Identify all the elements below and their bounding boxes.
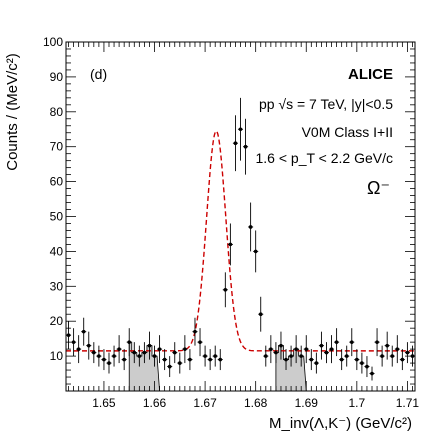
y-tick-label: 60 xyxy=(50,175,64,189)
x-axis-ticks: 1.65 1.66 1.67 1.68 1.69 1.7 1.71 xyxy=(68,42,420,410)
data-point xyxy=(344,354,349,358)
y-tick-label: 70 xyxy=(50,140,64,154)
y-tick-label: 30 xyxy=(50,279,64,293)
data-point xyxy=(223,287,228,292)
data-point xyxy=(390,354,395,358)
data-point xyxy=(375,340,379,344)
data-point xyxy=(284,357,288,362)
data-point xyxy=(213,354,218,358)
plot-frame xyxy=(65,41,416,392)
data-point xyxy=(355,357,359,362)
data-point xyxy=(299,354,303,358)
data-point xyxy=(71,340,76,344)
data-point xyxy=(243,144,248,149)
data-point xyxy=(178,361,182,365)
y-tick-label: 90 xyxy=(50,70,64,84)
data-point xyxy=(208,357,212,362)
data-point xyxy=(193,329,197,334)
class-annotation: V0M Class I+II xyxy=(302,124,393,140)
data-point xyxy=(127,340,132,344)
data-point xyxy=(400,357,405,362)
y-tick-label: 10 xyxy=(50,349,64,363)
particle-label: Ω⁻ xyxy=(367,178,390,198)
data-point xyxy=(349,340,354,344)
data-point xyxy=(319,343,324,348)
y-tick-label: 100 xyxy=(43,35,63,49)
data-point xyxy=(233,141,238,146)
data-point xyxy=(334,340,339,344)
data-points-group xyxy=(66,97,415,381)
data-point xyxy=(289,354,293,358)
panel-label: (d) xyxy=(90,66,107,82)
data-point xyxy=(203,354,207,358)
x-tick-label: 1.69 xyxy=(295,396,319,410)
data-point xyxy=(218,357,223,362)
x-axis-label: M_inv(Λ,K⁻) (GeV/c²) xyxy=(269,415,412,432)
data-point xyxy=(258,312,263,317)
data-point xyxy=(329,347,334,351)
data-point xyxy=(314,361,319,365)
data-point xyxy=(167,364,172,369)
data-point xyxy=(102,357,106,362)
data-point xyxy=(380,354,384,358)
data-point xyxy=(188,357,192,362)
data-point xyxy=(137,354,142,358)
data-point xyxy=(117,347,121,351)
data-point xyxy=(360,361,364,365)
data-point xyxy=(269,347,273,351)
data-point xyxy=(309,357,314,362)
data-point xyxy=(97,354,101,358)
data-point xyxy=(157,347,162,351)
y-tick-label: 80 xyxy=(50,105,64,119)
data-point xyxy=(122,357,126,362)
x-tick-label: 1.65 xyxy=(92,396,116,410)
x-tick-label: 1.67 xyxy=(193,396,217,410)
data-point xyxy=(365,364,369,369)
y-tick-label: 50 xyxy=(50,210,64,224)
x-tick-label: 1.71 xyxy=(396,396,420,410)
data-point xyxy=(304,347,309,351)
data-point xyxy=(274,350,278,355)
data-point xyxy=(228,242,233,247)
data-point xyxy=(86,343,91,348)
data-point xyxy=(172,350,177,355)
experiment-label: ALICE xyxy=(348,66,393,83)
data-point xyxy=(92,350,96,355)
data-point xyxy=(263,354,268,358)
x-tick-label: 1.66 xyxy=(143,396,167,410)
data-point xyxy=(279,343,283,348)
data-point xyxy=(142,350,147,355)
data-point xyxy=(107,361,111,365)
data-point xyxy=(405,350,410,355)
x-tick-label: 1.7 xyxy=(348,396,365,410)
pt-annotation: 1.6 < p_T < 2.2 GeV/c xyxy=(256,150,394,166)
data-point xyxy=(112,354,116,358)
data-point xyxy=(253,249,258,254)
data-point xyxy=(339,357,344,362)
data-point xyxy=(248,225,253,229)
data-point xyxy=(162,357,167,362)
data-point xyxy=(152,354,157,358)
data-point xyxy=(76,347,81,351)
data-point xyxy=(294,347,298,351)
x-tick-label: 1.68 xyxy=(244,396,268,410)
y-tick-label: 20 xyxy=(50,314,64,328)
data-point xyxy=(132,350,137,355)
data-point xyxy=(147,343,152,348)
data-point xyxy=(385,343,389,348)
energy-annotation: pp √s = 7 TeV, |y|<0.5 xyxy=(259,96,393,112)
sideband-regions xyxy=(128,341,307,392)
data-point xyxy=(238,127,243,132)
data-point xyxy=(81,329,86,334)
data-point xyxy=(183,347,187,351)
y-tick-label: 40 xyxy=(50,244,64,258)
data-point xyxy=(395,347,400,351)
y-axis-label: Counts / (MeV/c²) xyxy=(4,53,21,171)
data-point xyxy=(324,350,329,355)
data-point xyxy=(198,340,202,344)
y-axis-ticks: 10 20 30 40 50 60 70 80 90 100 xyxy=(43,35,415,392)
data-point xyxy=(370,371,374,376)
